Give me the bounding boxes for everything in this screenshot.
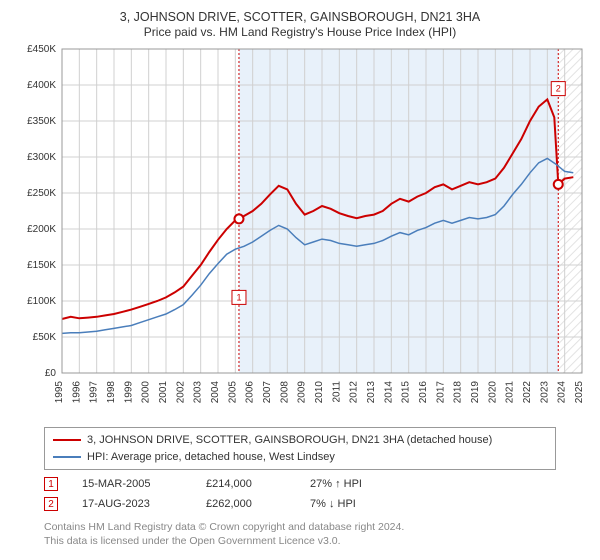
svg-text:2: 2 (556, 84, 561, 94)
svg-text:1997: 1997 (89, 381, 100, 404)
chart-svg: £0 £50K £100K £150K £200K £250K £300K £350K £400… (10, 43, 590, 423)
transaction-marker: 1 (44, 477, 58, 491)
svg-text:2018: 2018 (453, 381, 464, 404)
svg-text:2000: 2000 (141, 381, 152, 404)
svg-text:2003: 2003 (193, 381, 204, 404)
footer-line-2: This data is licensed under the Open Gov… (44, 534, 556, 548)
chart-subtitle: Price paid vs. HM Land Registry's House … (10, 25, 590, 39)
legend-swatch (53, 456, 81, 458)
svg-text:2023: 2023 (539, 381, 550, 404)
svg-text:£400K: £400K (27, 80, 56, 91)
svg-text:2002: 2002 (175, 381, 186, 404)
svg-text:2013: 2013 (366, 381, 377, 404)
svg-text:2012: 2012 (349, 381, 360, 404)
svg-text:2001: 2001 (158, 381, 169, 404)
legend-row: 3, JOHNSON DRIVE, SCOTTER, GAINSBOROUGH,… (53, 432, 547, 449)
svg-text:2025: 2025 (574, 381, 585, 404)
svg-text:£250K: £250K (27, 188, 56, 199)
svg-text:2021: 2021 (505, 381, 516, 404)
svg-text:£450K: £450K (27, 44, 56, 55)
svg-text:2022: 2022 (522, 381, 533, 404)
svg-text:2019: 2019 (470, 381, 481, 404)
svg-text:2024: 2024 (557, 381, 568, 404)
svg-text:£50K: £50K (33, 332, 57, 343)
transaction-date: 17-AUG-2023 (82, 498, 182, 510)
svg-text:1999: 1999 (123, 381, 134, 404)
footer-line-1: Contains HM Land Registry data © Crown c… (44, 520, 556, 534)
legend-label: HPI: Average price, detached house, West… (87, 449, 335, 466)
svg-text:2017: 2017 (435, 381, 446, 404)
legend-swatch (53, 439, 81, 441)
transaction-price: £262,000 (206, 498, 286, 510)
transactions-table: 1 15-MAR-2005 £214,000 27% ↑ HPI 2 17-AUG-202… (44, 474, 556, 514)
svg-text:£0: £0 (45, 368, 57, 379)
transaction-price: £214,000 (206, 478, 286, 490)
svg-text:2006: 2006 (245, 381, 256, 404)
transaction-row: 1 15-MAR-2005 £214,000 27% ↑ HPI (44, 474, 556, 494)
legend: 3, JOHNSON DRIVE, SCOTTER, GAINSBOROUGH,… (44, 427, 556, 470)
transaction-row: 2 17-AUG-2023 £262,000 7% ↓ HPI (44, 494, 556, 514)
transaction-diff: 7% ↓ HPI (310, 498, 400, 510)
svg-text:£150K: £150K (27, 260, 56, 271)
svg-text:2015: 2015 (401, 381, 412, 404)
transaction-date: 15-MAR-2005 (82, 478, 182, 490)
svg-text:1996: 1996 (71, 381, 82, 404)
svg-text:2005: 2005 (227, 381, 238, 404)
svg-text:2011: 2011 (331, 381, 342, 403)
svg-text:£300K: £300K (27, 152, 56, 163)
svg-text:£200K: £200K (27, 224, 56, 235)
svg-text:2007: 2007 (262, 381, 273, 404)
legend-label: 3, JOHNSON DRIVE, SCOTTER, GAINSBOROUGH,… (87, 432, 492, 449)
chart-plot: £0 £50K £100K £150K £200K £250K £300K £350K £400… (10, 43, 590, 423)
svg-text:£100K: £100K (27, 296, 56, 307)
svg-text:2008: 2008 (279, 381, 290, 404)
svg-text:2004: 2004 (210, 381, 221, 404)
transaction-marker: 2 (44, 497, 58, 511)
chart-title: 3, JOHNSON DRIVE, SCOTTER, GAINSBOROUGH,… (10, 10, 590, 24)
footer-attribution: Contains HM Land Registry data © Crown c… (44, 520, 556, 548)
transaction-diff: 27% ↑ HPI (310, 478, 400, 490)
svg-text:2016: 2016 (418, 381, 429, 404)
svg-text:1: 1 (236, 292, 241, 302)
svg-text:2009: 2009 (297, 381, 308, 404)
legend-row: HPI: Average price, detached house, West… (53, 449, 547, 466)
svg-text:1998: 1998 (106, 381, 117, 404)
chart-container: 3, JOHNSON DRIVE, SCOTTER, GAINSBOROUGH,… (0, 0, 600, 560)
svg-text:2014: 2014 (383, 381, 394, 404)
svg-text:2020: 2020 (487, 381, 498, 404)
svg-text:£350K: £350K (27, 116, 56, 127)
svg-text:2010: 2010 (314, 381, 325, 404)
svg-text:1995: 1995 (54, 381, 65, 404)
